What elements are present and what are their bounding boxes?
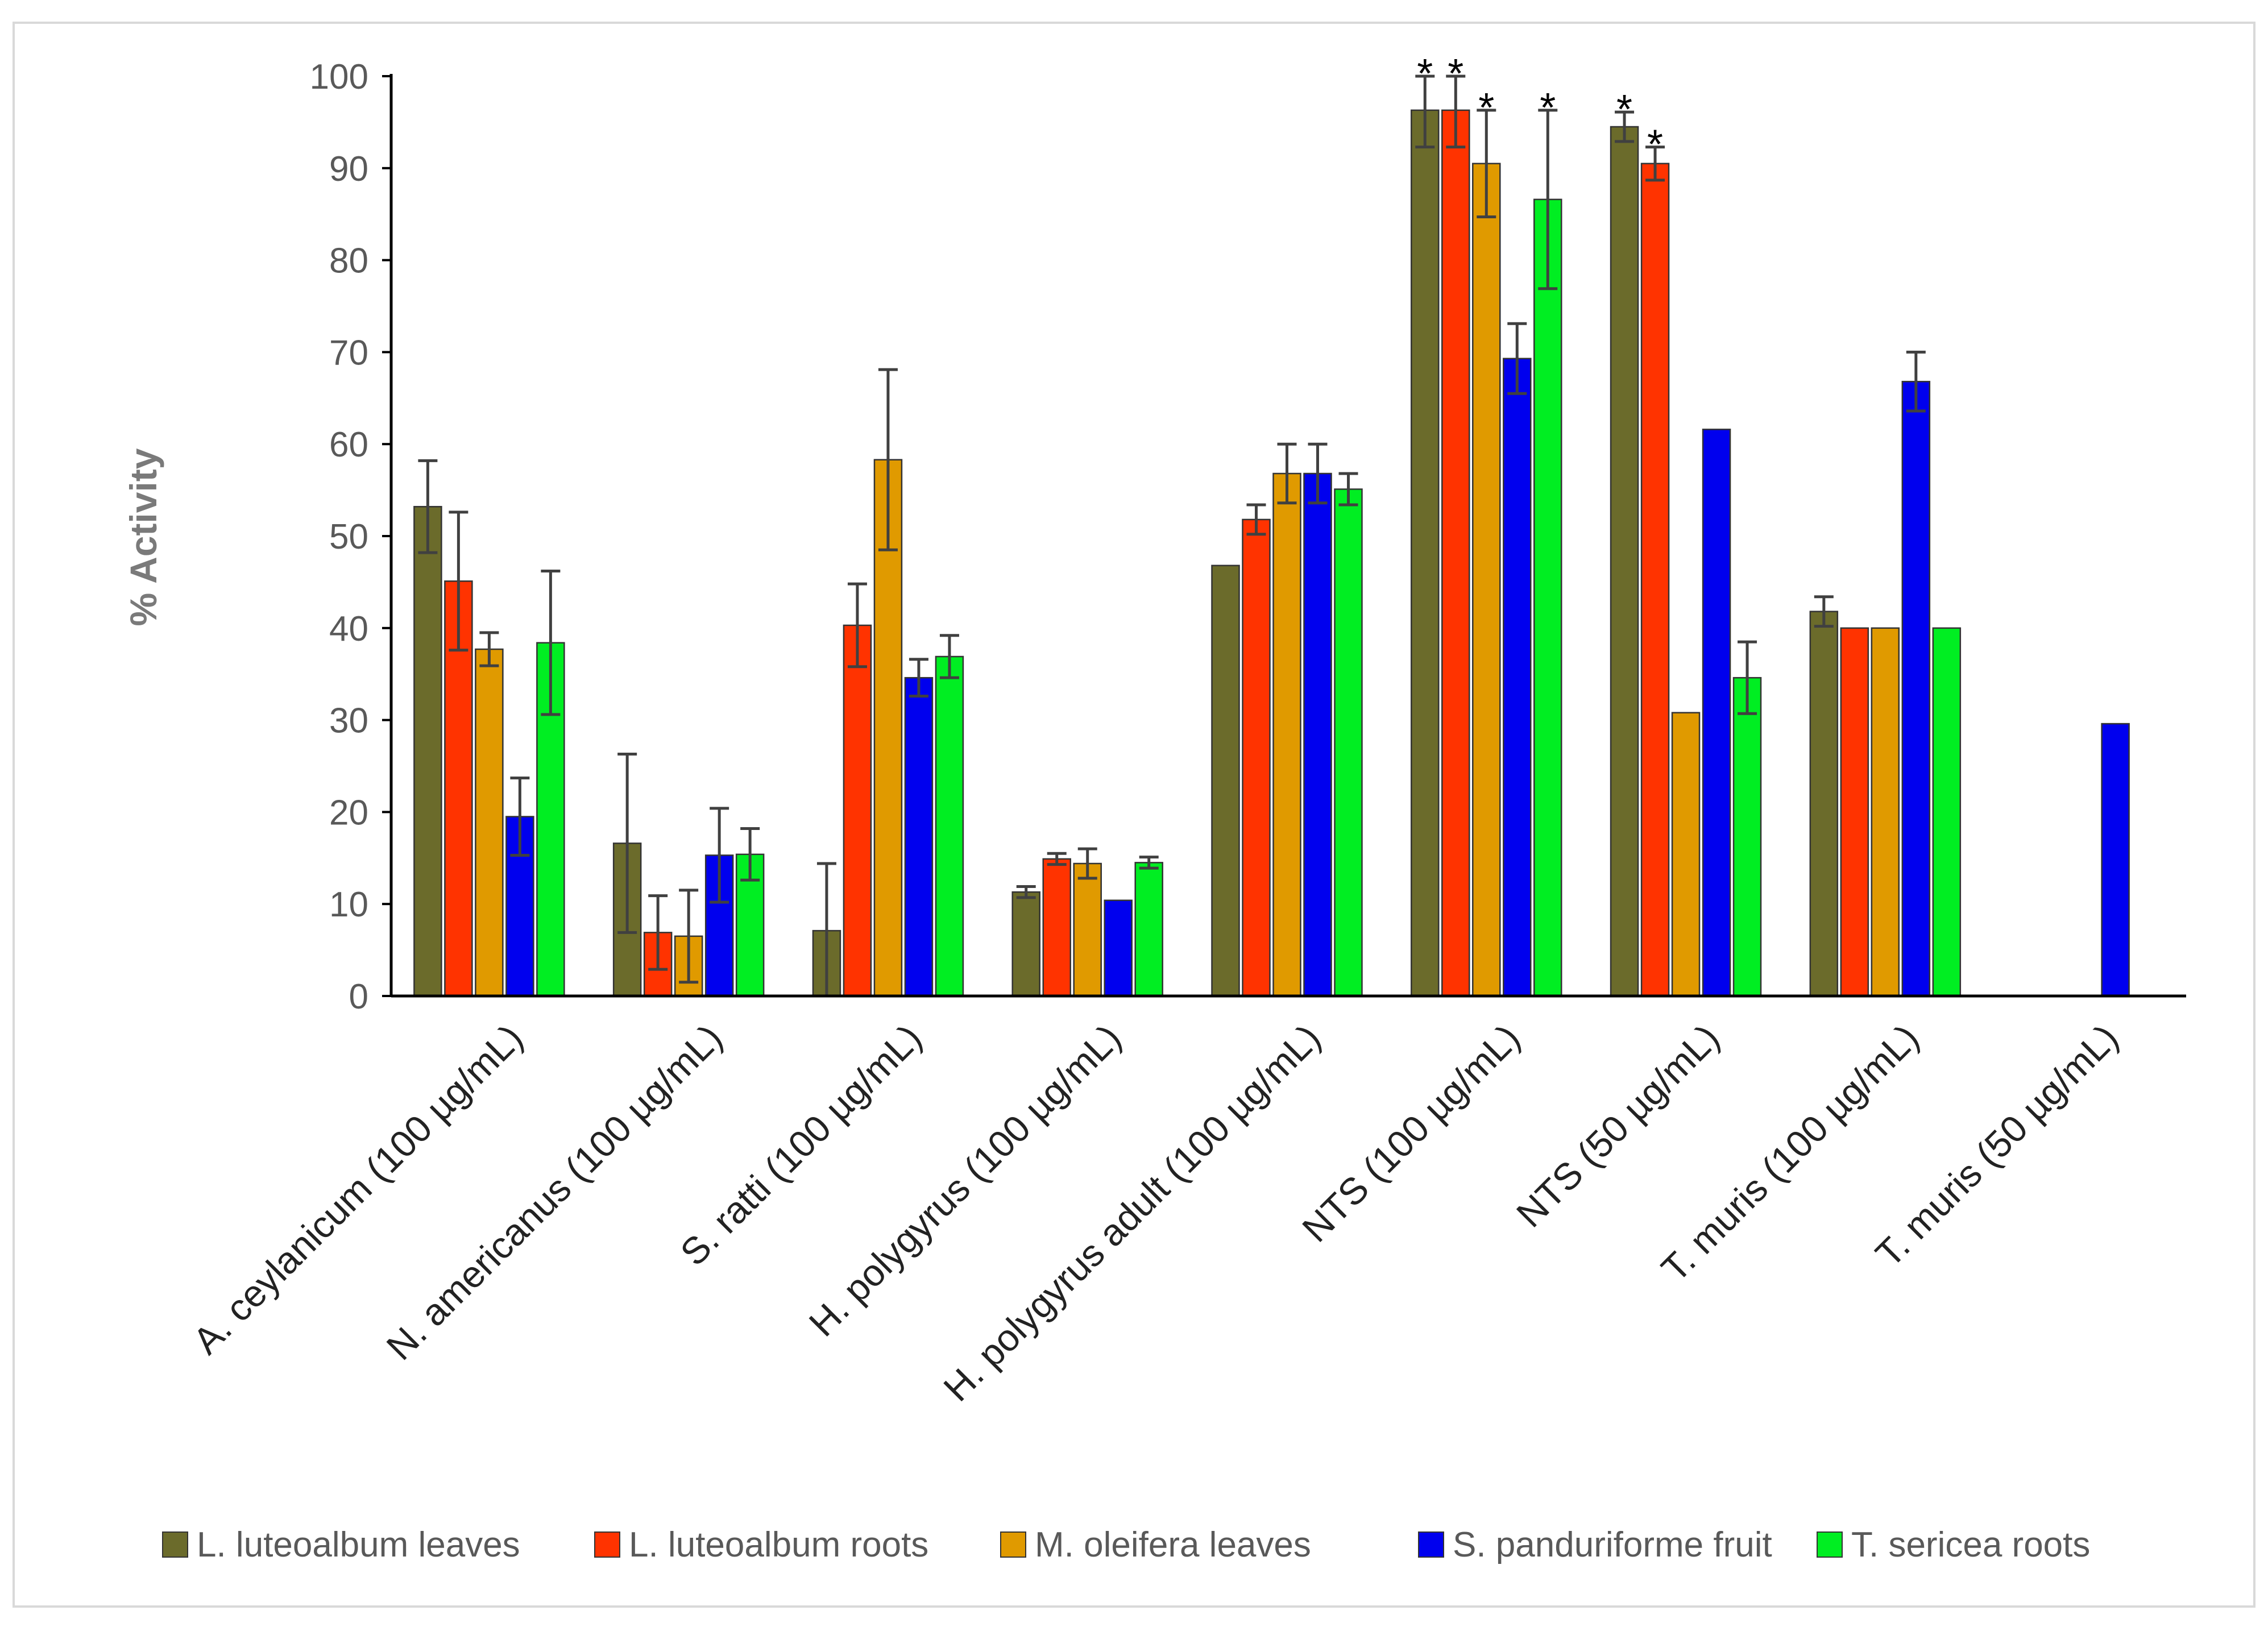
significance-marker: * [1616, 87, 1632, 132]
bar [1533, 198, 1562, 997]
legend-label: T. sericea roots [1851, 1525, 2090, 1564]
y-tick-label: 90 [329, 150, 368, 189]
significance-marker: * [1647, 122, 1663, 168]
x-category-label: A. ceylanicum (100 µg/mL) [185, 1016, 530, 1362]
legend-swatch [1000, 1531, 1026, 1558]
bar [1104, 899, 1133, 997]
bar [1134, 862, 1163, 997]
bar [1932, 627, 1962, 997]
y-tick-label: 40 [329, 609, 368, 649]
significance-marker: * [1478, 85, 1494, 131]
bar [1011, 891, 1040, 997]
y-tick-label: 70 [329, 333, 368, 372]
bar [704, 854, 734, 997]
bar [843, 624, 872, 997]
bar [1211, 565, 1240, 997]
y-tick-label: 0 [349, 977, 368, 1016]
legend-label: S. panduriforme fruit [1453, 1525, 1772, 1564]
bar [1073, 862, 1102, 997]
bar [1472, 163, 1501, 997]
bar [1671, 712, 1701, 997]
bar [1610, 126, 1639, 997]
bar [1303, 472, 1332, 997]
y-tick-label: 60 [329, 425, 368, 464]
bar [1441, 109, 1470, 997]
y-tick-label: 100 [310, 57, 368, 97]
bar [1732, 676, 1762, 997]
legend-swatch [162, 1531, 188, 1558]
bar [2101, 723, 2130, 997]
y-tick-label: 20 [329, 793, 368, 832]
bar [1702, 429, 1731, 997]
bar [1242, 518, 1271, 997]
legend-swatch [1418, 1531, 1444, 1558]
x-category-label: N. americanus (100 µg/mL) [378, 1016, 730, 1368]
x-category-label: NTS (100 µg/mL) [1294, 1016, 1528, 1250]
plot-area: 0 10 20 30 40 50 60 70 80 90 100 * * * * * * A. ceylanicu… [185, 51, 2186, 1409]
bar [1503, 358, 1532, 997]
bar [1901, 380, 1931, 997]
x-category-label: H. polygyrus adult (100 µg/mL) [935, 1016, 1328, 1409]
y-tick-label: 10 [329, 885, 368, 924]
significance-marker: * [1540, 85, 1556, 131]
bar [1809, 611, 1839, 997]
x-category-label: NTS (50 µg/mL) [1508, 1016, 1727, 1235]
bar [1411, 109, 1440, 997]
bar [904, 676, 934, 997]
bar [1272, 472, 1301, 997]
bar [1840, 627, 1869, 997]
bar [413, 505, 442, 997]
bar [1334, 488, 1363, 997]
bar [1871, 627, 1900, 997]
legend-label: M. oleifera leaves [1035, 1525, 1311, 1564]
y-tick-label: 30 [329, 702, 368, 741]
bar [475, 648, 504, 997]
legend-label: L. luteoalbum leaves [197, 1525, 520, 1564]
legend-swatch [1817, 1531, 1843, 1558]
significance-marker: * [1448, 51, 1463, 97]
y-tick-label: 50 [329, 517, 368, 557]
significance-marker: * [1417, 51, 1433, 97]
legend: L. luteoalbum leaves L. luteoalbum roots M… [162, 1525, 2090, 1564]
y-tick-label: 80 [329, 242, 368, 281]
legend-label: L. luteoalbum roots [629, 1525, 928, 1564]
legend-swatch [594, 1531, 620, 1558]
bar [1042, 858, 1071, 997]
bar [935, 655, 964, 997]
y-axis-label: % Activity [122, 448, 164, 626]
bar [1640, 163, 1670, 997]
